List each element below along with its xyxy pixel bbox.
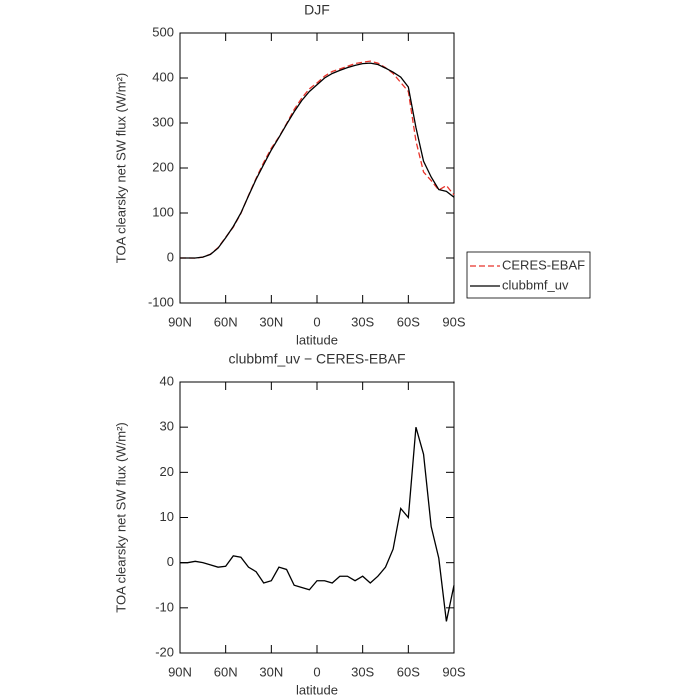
x-tick-label: 30S [351, 314, 374, 329]
y-tick-label: -10 [155, 599, 174, 614]
x-tick-label: 60S [397, 664, 420, 679]
y-tick-label: 20 [160, 464, 174, 479]
y-tick-label: -20 [155, 644, 174, 659]
plot-frame [179, 381, 455, 654]
legend-label: clubbmf_uv [502, 277, 569, 292]
x-tick-label: 60S [397, 314, 420, 329]
plot-frame [179, 32, 455, 304]
data-line [180, 60, 455, 259]
y-tick-label: 40 [160, 373, 174, 388]
y-tick-label: 300 [152, 114, 174, 129]
y-tick-label: 200 [152, 159, 174, 174]
chart-title: DJF [304, 2, 330, 18]
y-tick-label: 500 [152, 24, 174, 39]
legend-box [466, 251, 591, 299]
chart-title: clubbmf_uv − CERES-EBAF [228, 351, 405, 367]
y-tick-label: 30 [160, 419, 174, 434]
x-tick-label: 30N [259, 664, 283, 679]
x-tick-label: 90N [168, 314, 192, 329]
y-tick-label: 0 [167, 249, 174, 264]
y-tick-label: 10 [160, 509, 174, 524]
y-tick-label: 400 [152, 69, 174, 84]
y-tick-label: 100 [152, 204, 174, 219]
x-tick-label: 30N [259, 314, 283, 329]
x-tick-label: 30S [351, 664, 374, 679]
x-tick-label: 60N [214, 664, 238, 679]
x-tick-label: 90N [168, 664, 192, 679]
x-tick-label: 0 [313, 314, 320, 329]
x-tick-label: 60N [214, 314, 238, 329]
legend-label: CERES-EBAF [502, 257, 585, 272]
x-tick-label: 90S [442, 664, 465, 679]
y-axis-label: TOA clearsky net SW flux (W/m²) [113, 422, 128, 612]
x-axis-label: latitude [296, 682, 338, 697]
x-tick-label: 0 [313, 664, 320, 679]
data-line [180, 62, 455, 259]
y-axis-label: TOA clearsky net SW flux (W/m²) [113, 73, 128, 263]
data-line [180, 426, 455, 622]
x-axis-label: latitude [296, 332, 338, 347]
x-tick-label: 90S [442, 314, 465, 329]
y-tick-label: -100 [148, 294, 174, 309]
y-tick-label: 0 [167, 554, 174, 569]
